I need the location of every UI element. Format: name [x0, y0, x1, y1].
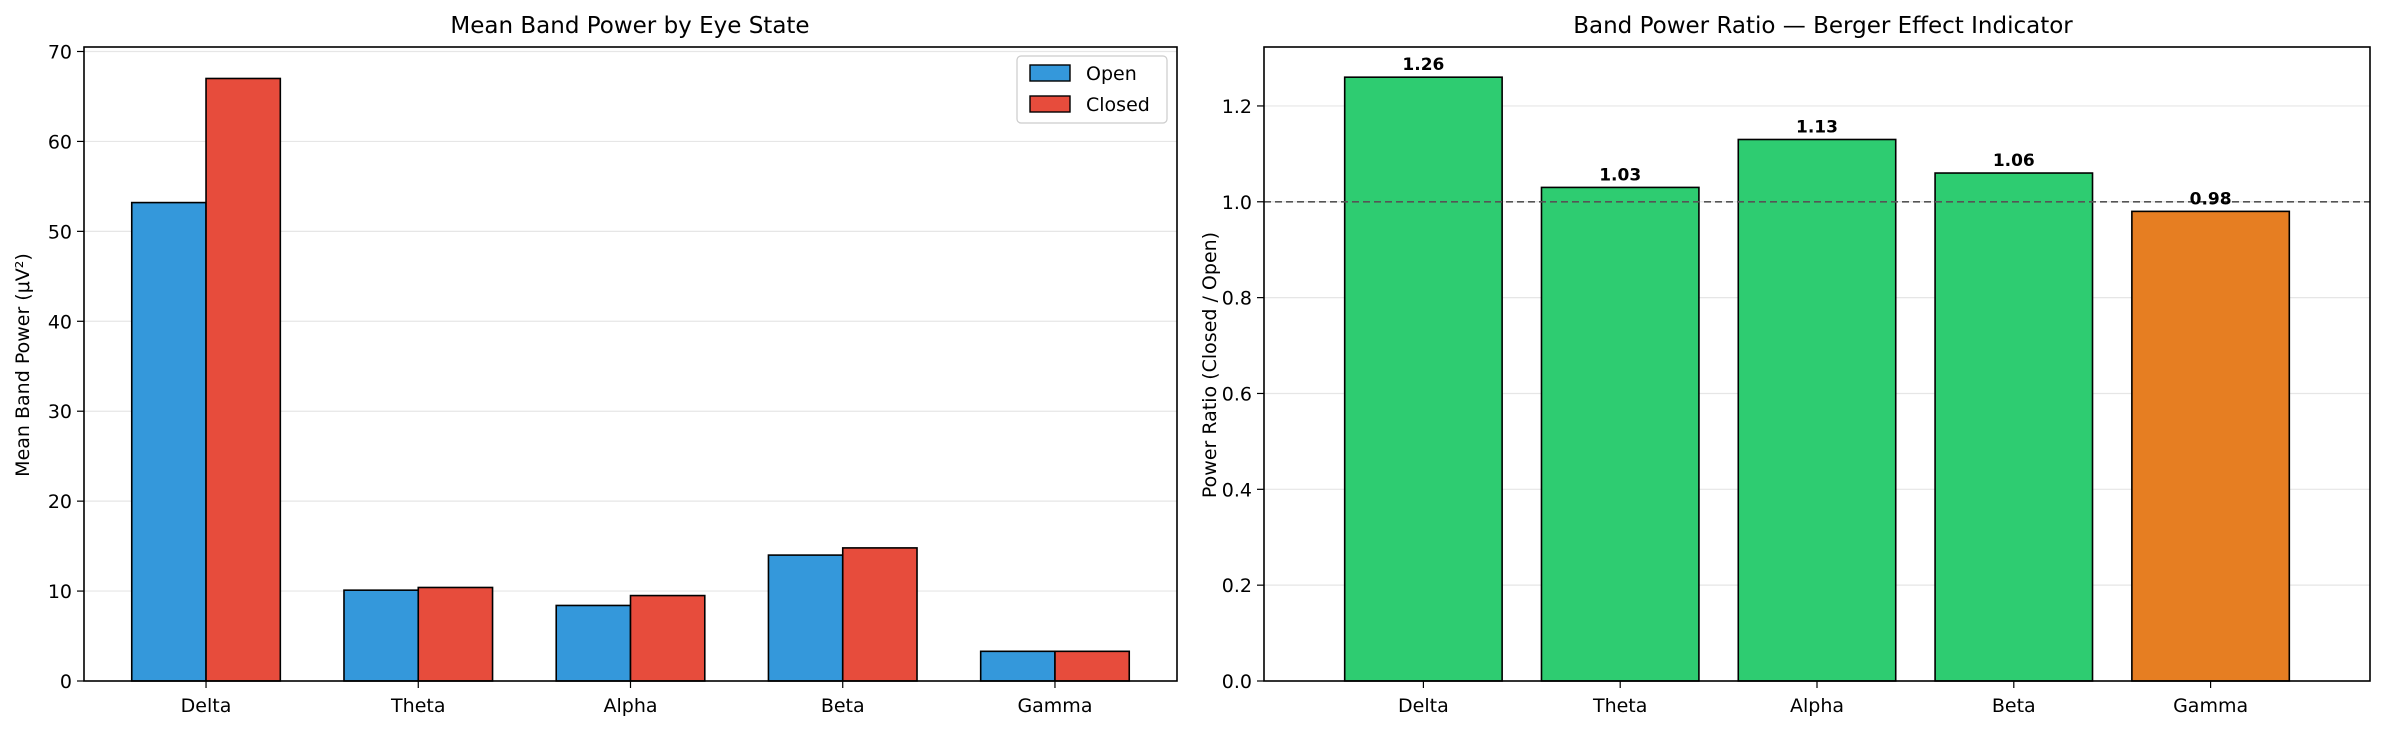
right-xticks: Delta Theta Alpha Beta Gamma	[1398, 681, 2248, 717]
x-tick-label: Beta	[1992, 695, 2036, 717]
left-yticks: 0 10 20 30 40 50 60 70	[48, 41, 84, 693]
y-tick-label: 30	[48, 401, 72, 423]
y-tick-label: 20	[48, 491, 72, 513]
right-yticks: 0.0 0.2 0.4 0.6 0.8 1.0 1.2	[1222, 96, 1264, 693]
y-tick-label: 0.2	[1222, 575, 1252, 597]
y-tick-label: 0.0	[1222, 671, 1252, 693]
legend-swatch-open	[1029, 64, 1071, 82]
bar-ratio-theta	[1540, 186, 1700, 682]
y-tick-label: 0.6	[1222, 383, 1252, 405]
right-chart: Band Power Ratio — Berger Effect Indicat…	[1199, 13, 2371, 717]
left-bars	[130, 77, 1131, 682]
bar-ratio-alpha	[1737, 138, 1897, 682]
y-tick-label: 0	[60, 671, 72, 693]
y-tick-label: 1.0	[1222, 192, 1252, 214]
left-legend: Open Closed	[1016, 55, 1168, 124]
bar-ratio-beta	[1934, 172, 2094, 682]
data-label: 0.98	[2190, 189, 2232, 209]
right-bars	[1343, 76, 2291, 682]
left-chart: Mean Band Power by Eye State Mean Band P…	[12, 13, 1178, 717]
bar-closed-beta	[841, 547, 918, 682]
left-chart-title: Mean Band Power by Eye State	[450, 13, 809, 39]
y-tick-label: 0.8	[1222, 288, 1252, 310]
x-tick-label: Delta	[1398, 695, 1449, 717]
y-tick-label: 1.2	[1222, 96, 1252, 118]
left-chart-ylabel: Mean Band Power (μV²)	[12, 253, 34, 477]
bar-open-beta	[767, 554, 844, 682]
bar-ratio-delta	[1343, 76, 1503, 682]
left-xticks: Delta Theta Alpha Beta Gamma	[181, 681, 1092, 717]
bar-open-delta	[130, 201, 207, 682]
y-tick-label: 40	[48, 311, 72, 333]
x-tick-label: Theta	[390, 695, 445, 717]
y-tick-label: 60	[48, 131, 72, 153]
y-tick-label: 10	[48, 581, 72, 603]
legend-label-open: Open	[1086, 63, 1137, 85]
x-tick-label: Gamma	[1017, 695, 1092, 717]
x-tick-label: Alpha	[603, 695, 657, 717]
data-label: 1.03	[1599, 165, 1641, 185]
left-plot-frame	[83, 46, 1178, 682]
data-label: 1.06	[1993, 151, 2035, 171]
bar-open-gamma	[979, 650, 1056, 682]
y-tick-label: 70	[48, 41, 72, 63]
right-plot-frame	[1263, 46, 2371, 682]
bar-open-alpha	[555, 604, 632, 682]
x-tick-label: Gamma	[2173, 695, 2248, 717]
y-tick-label: 50	[48, 221, 72, 243]
x-tick-label: Beta	[821, 695, 865, 717]
x-tick-label: Alpha	[1790, 695, 1844, 717]
right-chart-title: Band Power Ratio — Berger Effect Indicat…	[1573, 13, 2073, 39]
right-value-labels: 1.26 1.03 1.13 1.06 0.98	[1402, 55, 2231, 209]
bar-closed-gamma	[1054, 650, 1131, 682]
legend-label-closed: Closed	[1086, 94, 1150, 116]
x-tick-label: Theta	[1592, 695, 1647, 717]
bar-closed-delta	[205, 77, 282, 682]
data-label: 1.26	[1402, 55, 1444, 75]
data-label: 1.13	[1796, 117, 1838, 137]
bar-closed-theta	[417, 586, 494, 682]
right-chart-ylabel: Power Ratio (Closed / Open)	[1199, 232, 1221, 498]
bar-ratio-gamma	[2131, 210, 2291, 682]
legend-swatch-closed	[1029, 95, 1071, 113]
bar-open-theta	[343, 589, 420, 682]
y-tick-label: 0.4	[1222, 479, 1252, 501]
bar-closed-alpha	[629, 594, 706, 682]
x-tick-label: Delta	[181, 695, 232, 717]
